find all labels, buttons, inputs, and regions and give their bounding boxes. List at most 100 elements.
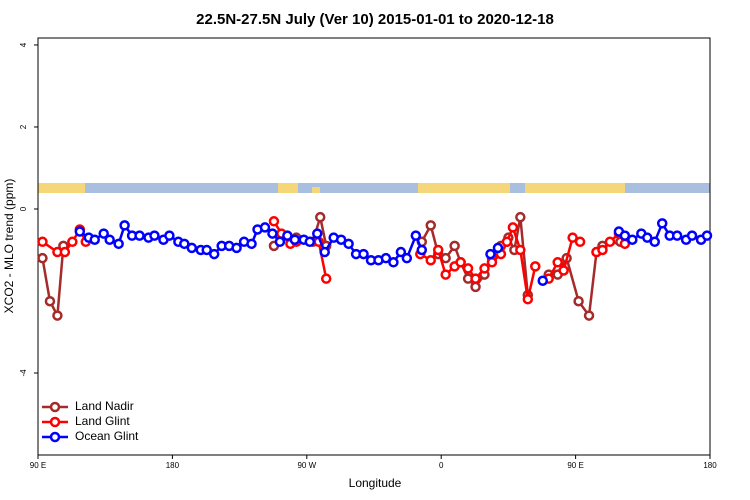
point-marker [470, 273, 481, 284]
point-marker [380, 252, 392, 264]
point-marker [59, 246, 71, 258]
point-marker [388, 257, 399, 268]
point-marker [319, 246, 330, 258]
point-marker [304, 236, 316, 248]
point-marker [289, 234, 301, 245]
point-marker [530, 261, 541, 272]
point-marker [522, 293, 534, 305]
point-marker [282, 230, 293, 241]
point-marker [320, 273, 332, 284]
point-marker [671, 230, 683, 241]
point-marker [649, 236, 660, 248]
point-marker [656, 218, 668, 229]
y-tick-label: 0 [19, 206, 28, 211]
x-axis-label: Longitude [349, 476, 402, 490]
point-marker [231, 242, 242, 254]
x-tick-label: 0 [439, 461, 444, 470]
point-marker [701, 230, 713, 241]
point-marker [104, 234, 115, 245]
point-marker [486, 257, 498, 268]
point-marker [492, 242, 504, 254]
legend-label: Land Nadir [75, 399, 134, 413]
x-tick-label: 90 E [30, 461, 46, 470]
point-marker [201, 244, 212, 256]
point-marker [432, 244, 444, 256]
point-marker [67, 236, 78, 248]
point-marker [149, 230, 160, 241]
point-marker [485, 248, 496, 260]
legend-marker [49, 401, 61, 413]
y-tick-label: 4 [19, 42, 28, 47]
y-tick-label: 2 [19, 124, 28, 129]
point-marker [449, 240, 460, 252]
y-tick-label: -4 [19, 369, 28, 377]
point-marker [74, 226, 86, 237]
chart-title: 22.5N-27.5N July (Ver 10) 2015-01-01 to … [196, 11, 554, 28]
point-marker [259, 222, 271, 233]
point-marker [401, 252, 413, 264]
point-marker [358, 248, 369, 260]
x-tick-label: 90 W [297, 461, 316, 470]
legend-marker [49, 431, 61, 443]
point-marker [52, 310, 63, 321]
point-marker [335, 234, 347, 245]
point-marker [515, 244, 526, 256]
point-marker [479, 263, 490, 274]
point-marker [470, 281, 481, 293]
point-marker [573, 295, 584, 307]
x-tick-label: 180 [703, 461, 717, 470]
point-marker [425, 254, 436, 266]
point-marker [440, 269, 451, 280]
point-marker [455, 257, 466, 268]
point-marker [416, 244, 428, 256]
point-marker [567, 232, 578, 243]
point-marker [343, 238, 354, 250]
plot-frame [37, 37, 711, 456]
point-marker [627, 234, 638, 245]
point-marker [312, 228, 323, 239]
point-marker [98, 228, 109, 239]
legend-label: Land Glint [75, 414, 130, 428]
series-line [41, 245, 65, 320]
point-marker [440, 252, 451, 264]
point-marker [268, 216, 280, 227]
point-marker [537, 275, 548, 286]
point-marker [619, 230, 631, 241]
point-marker [462, 263, 474, 274]
point-marker [274, 236, 286, 248]
x-tick-label: 90 E [567, 461, 583, 470]
series-line [419, 223, 537, 300]
point-marker [604, 236, 616, 248]
point-marker [44, 295, 56, 307]
point-marker [89, 234, 100, 245]
point-marker [208, 248, 220, 260]
point-marker [134, 230, 145, 241]
point-marker [574, 236, 586, 248]
map-strip [38, 183, 710, 193]
point-marker [507, 222, 519, 233]
point-marker [583, 310, 595, 321]
point-marker [37, 236, 48, 248]
point-marker [37, 252, 48, 264]
point-marker [113, 238, 124, 250]
point-marker [119, 220, 130, 231]
point-marker [642, 232, 653, 243]
x-tick-label: 180 [166, 461, 180, 470]
legend-label: Ocean Glint [75, 429, 139, 443]
point-marker [425, 220, 436, 231]
point-marker [164, 230, 175, 241]
point-marker [179, 238, 190, 250]
series-line [317, 241, 328, 279]
legend-marker [49, 416, 61, 428]
point-marker [686, 230, 698, 241]
point-marker [552, 257, 563, 268]
point-marker [410, 230, 422, 241]
point-marker [597, 244, 608, 256]
point-marker [515, 211, 526, 223]
point-marker [186, 242, 198, 254]
point-marker [314, 211, 326, 223]
point-marker [501, 236, 513, 248]
point-marker [246, 238, 257, 250]
point-marker [558, 265, 569, 276]
point-marker [267, 228, 278, 239]
